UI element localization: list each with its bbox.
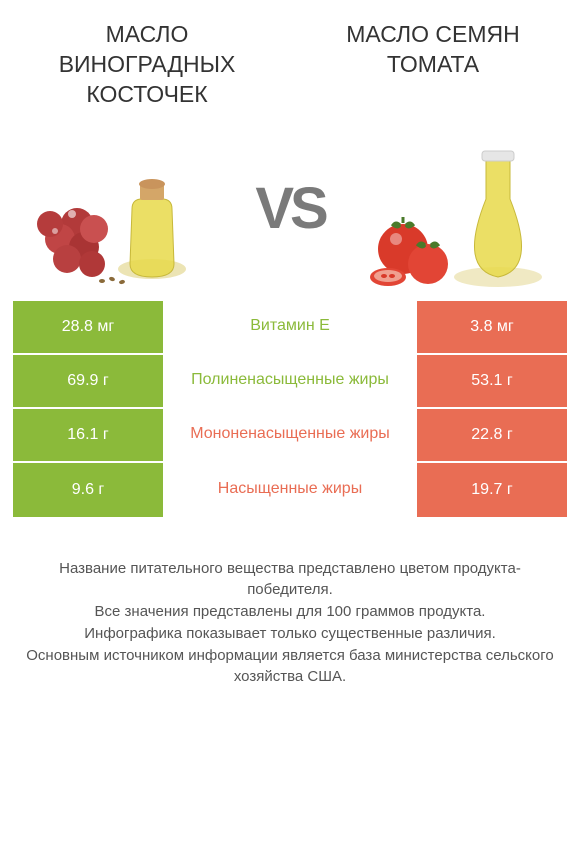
left-value: 9.6 г xyxy=(13,463,163,517)
right-value: 19.7 г xyxy=(417,463,567,517)
vs-label: VS xyxy=(255,175,324,242)
infographic-container: МАСЛО ВИНОГРАДНЫХ КОСТОЧЕК МАСЛО СЕМЯН Т… xyxy=(0,0,580,844)
footer-line-3: Инфографика показывает только существенн… xyxy=(22,623,558,645)
right-product-title: МАСЛО СЕМЯН ТОМАТА xyxy=(318,20,548,110)
footer-line-1: Название питательного вещества представл… xyxy=(22,558,558,602)
table-row: 28.8 мгВитамин E3.8 мг xyxy=(13,301,567,355)
table-row: 69.9 гПолиненасыщенные жиры53.1 г xyxy=(13,355,567,409)
right-value: 53.1 г xyxy=(417,355,567,407)
table-row: 16.1 гМононенасыщенные жиры22.8 г xyxy=(13,409,567,463)
comparison-table: 28.8 мгВитамин E3.8 мг69.9 гПолиненасыще… xyxy=(12,300,568,518)
footer-notes: Название питательного вещества представл… xyxy=(12,558,568,689)
footer-line-4: Основным источником информации является … xyxy=(22,645,558,689)
left-value: 69.9 г xyxy=(13,355,163,407)
header-row: МАСЛО ВИНОГРАДНЫХ КОСТОЧЕК МАСЛО СЕМЯН Т… xyxy=(12,20,568,110)
footer-line-2: Все значения представлены для 100 граммо… xyxy=(22,601,558,623)
left-product-title: МАСЛО ВИНОГРАДНЫХ КОСТОЧЕК xyxy=(32,20,262,110)
illustration-row: VS xyxy=(12,110,568,300)
nutrient-label: Полиненасыщенные жиры xyxy=(163,355,417,407)
nutrient-label: Мононенасыщенные жиры xyxy=(163,409,417,461)
nutrient-label: Насыщенные жиры xyxy=(163,463,417,517)
right-product-image xyxy=(358,129,558,289)
left-value: 16.1 г xyxy=(13,409,163,461)
left-product-image xyxy=(22,129,222,289)
right-value: 3.8 мг xyxy=(417,301,567,353)
table-row: 9.6 гНасыщенные жиры19.7 г xyxy=(13,463,567,517)
left-value: 28.8 мг xyxy=(13,301,163,353)
nutrient-label: Витамин E xyxy=(163,301,417,353)
right-value: 22.8 г xyxy=(417,409,567,461)
